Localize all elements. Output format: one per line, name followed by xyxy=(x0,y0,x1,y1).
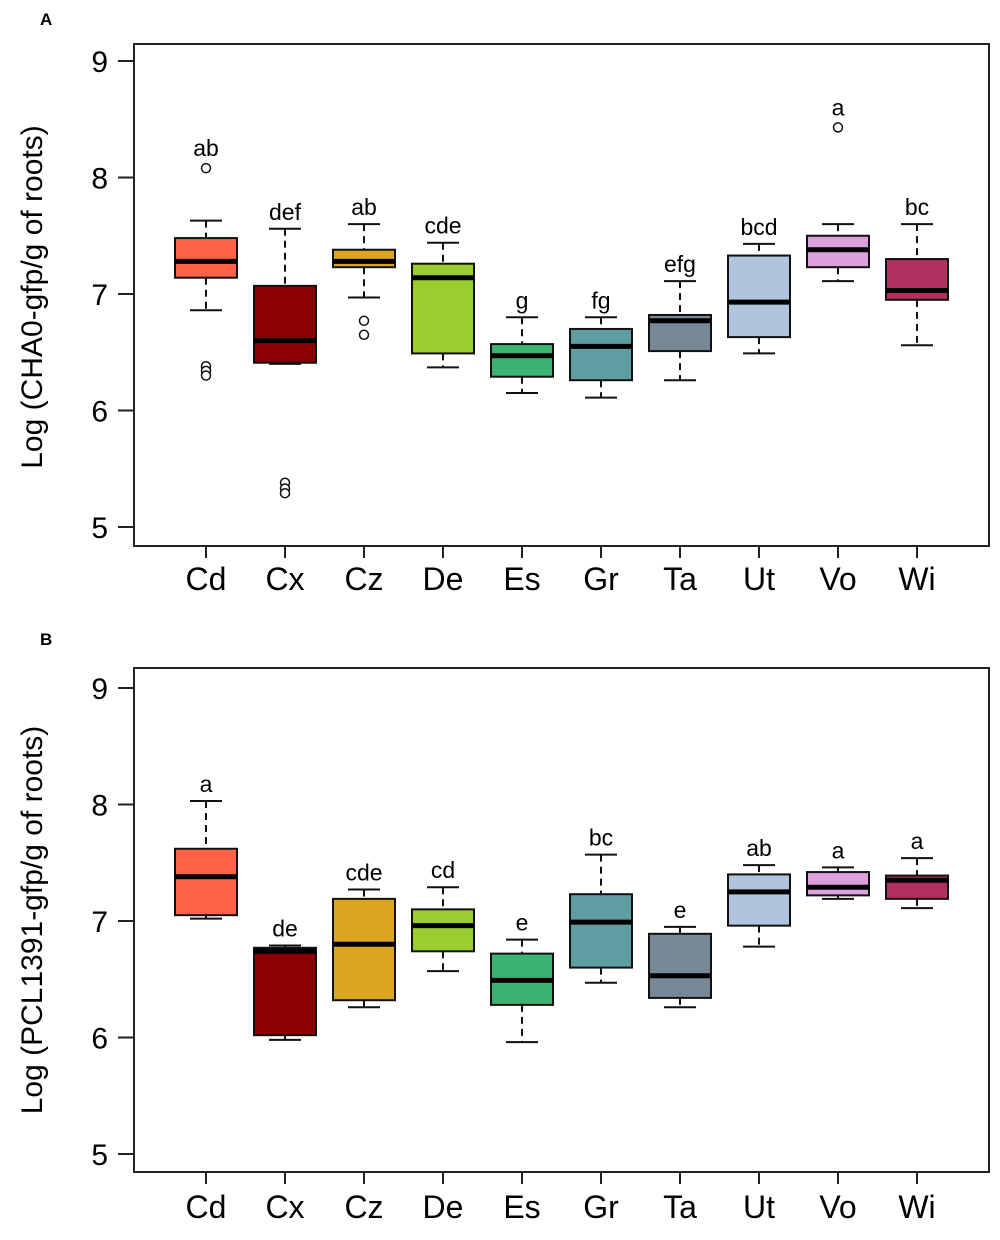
y-tick-label: 9 xyxy=(91,673,108,706)
y-tick-label: 7 xyxy=(91,279,108,312)
x-tick-label-cx: Cx xyxy=(265,561,304,597)
box-vo: a xyxy=(806,837,870,900)
y-tick-label: 5 xyxy=(91,1139,108,1172)
y-tick-label: 8 xyxy=(91,790,108,823)
x-tick-label-ut: Ut xyxy=(743,1189,775,1225)
outlier-point xyxy=(358,315,370,327)
x-tick-label-vo: Vo xyxy=(819,561,856,597)
x-tick-label-ta: Ta xyxy=(663,561,697,597)
panel-label-a: A xyxy=(40,10,52,29)
y-axis-label: Log (CHA0-gfp/g of roots) xyxy=(16,125,49,469)
x-tick-label-wi: Wi xyxy=(898,561,935,597)
outlier-point xyxy=(358,329,370,341)
x-tick-label-wi: Wi xyxy=(898,1189,935,1225)
outlier-point xyxy=(200,370,212,381)
outlier-point xyxy=(200,162,212,174)
significance-letters: a xyxy=(832,837,845,863)
outlier-point xyxy=(279,487,291,499)
significance-letters: a xyxy=(911,828,924,854)
box-cz: ab xyxy=(332,194,396,341)
box-ut: bcd xyxy=(727,214,791,355)
box-cd: a xyxy=(174,771,238,920)
box-wi: a xyxy=(885,828,949,910)
box-cz: cde xyxy=(332,860,396,1009)
significance-letters: e xyxy=(516,910,529,936)
box-iqr xyxy=(727,254,791,339)
x-tick-label-gr: Gr xyxy=(583,1189,619,1225)
significance-letters: fg xyxy=(591,287,610,313)
significance-letters: a xyxy=(832,94,845,120)
box-iqr xyxy=(648,932,712,999)
box-vo: a xyxy=(806,94,870,283)
box-iqr xyxy=(332,248,396,269)
plot-frame xyxy=(133,667,990,1173)
y-tick-label: 7 xyxy=(91,906,108,939)
box-gr: fg xyxy=(569,287,633,399)
significance-letters: ab xyxy=(351,194,377,220)
x-tick-label-es: Es xyxy=(503,561,540,597)
x-tick-label-cz: Cz xyxy=(344,561,383,597)
box-ut: ab xyxy=(727,835,791,948)
box-de: cd xyxy=(411,857,475,973)
x-tick-label-ta: Ta xyxy=(663,1189,697,1225)
y-tick-label: 6 xyxy=(91,1023,108,1056)
significance-letters: def xyxy=(269,199,302,225)
box-iqr xyxy=(411,908,475,953)
significance-letters: bcd xyxy=(740,214,777,240)
significance-letters: ab xyxy=(193,135,219,161)
significance-letters: ab xyxy=(746,835,772,861)
box-iqr xyxy=(885,258,949,301)
box-ta: efg xyxy=(648,251,712,382)
x-tick-label-cd: Cd xyxy=(186,561,227,597)
x-tick-label-cx: Cx xyxy=(265,1189,304,1225)
box-es: e xyxy=(490,910,554,1044)
box-de: cde xyxy=(411,213,475,369)
x-tick-label-es: Es xyxy=(503,1189,540,1225)
box-iqr xyxy=(174,847,238,917)
y-tick-label: 8 xyxy=(91,163,108,196)
x-tick-label-de: De xyxy=(423,561,464,597)
y-tick-label: 6 xyxy=(91,396,108,429)
x-tick-label-vo: Vo xyxy=(819,1189,856,1225)
significance-letters: e xyxy=(674,897,687,923)
panel-label-b: B xyxy=(40,630,52,649)
box-es: g xyxy=(490,287,554,395)
box-gr: bc xyxy=(569,825,633,984)
x-tick-label-cd: Cd xyxy=(186,1189,227,1225)
significance-letters: cde xyxy=(345,860,382,886)
box-iqr xyxy=(727,873,791,927)
panel-b: B 5 6 7 8 9 Log (PCL1391-gfp/g of roots) Cd a Cx… xyxy=(16,630,990,1225)
box-iqr xyxy=(806,871,870,897)
significance-letters: cd xyxy=(431,857,455,883)
significance-letters: a xyxy=(200,771,213,797)
box-iqr xyxy=(253,946,317,1037)
box-cx: def xyxy=(253,199,317,499)
box-ta: e xyxy=(648,897,712,1009)
y-axis-label: Log (PCL1391-gfp/g of roots) xyxy=(16,726,49,1115)
box-cd: ab xyxy=(174,135,238,381)
box-cx: de xyxy=(253,915,317,1041)
box-iqr xyxy=(253,284,317,364)
y-tick-label: 5 xyxy=(91,512,108,545)
box-wi: bc xyxy=(885,194,949,347)
outlier-point xyxy=(832,122,844,133)
significance-letters: g xyxy=(516,287,529,313)
panel-a: A 5 6 7 8 9 Log (CHA0-gfp/g of roots) Cd ab Cx de… xyxy=(16,10,990,597)
significance-letters: bc xyxy=(905,194,929,220)
x-tick-label-cz: Cz xyxy=(344,1189,383,1225)
x-tick-label-de: De xyxy=(423,1189,464,1225)
x-tick-label-gr: Gr xyxy=(583,561,619,597)
x-tick-label-ut: Ut xyxy=(743,561,775,597)
significance-letters: efg xyxy=(664,251,696,277)
box-iqr xyxy=(174,237,238,279)
y-tick-label: 9 xyxy=(91,46,108,79)
box-iqr xyxy=(332,897,396,1002)
box-iqr xyxy=(569,327,633,382)
significance-letters: de xyxy=(272,915,298,941)
box-iqr xyxy=(490,343,554,378)
significance-letters: cde xyxy=(424,213,461,239)
box-iqr xyxy=(569,893,633,969)
significance-letters: bc xyxy=(589,825,613,851)
